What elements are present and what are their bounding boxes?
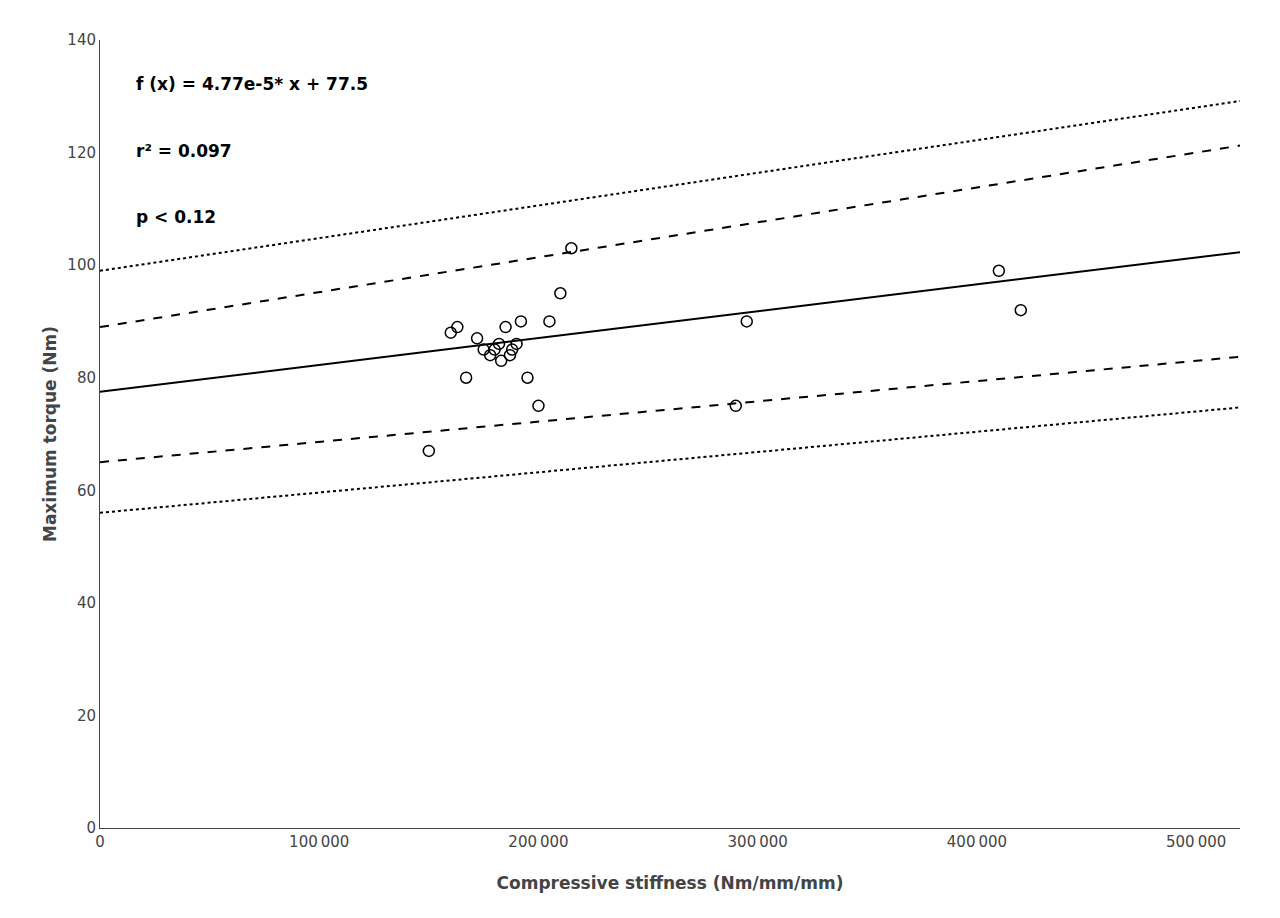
svg-text:f (x) = 4.77e-5* x + 77.5: f (x) = 4.77e-5* x + 77.5	[136, 74, 368, 94]
svg-text:p < 0.12: p < 0.12	[136, 207, 216, 227]
svg-text:0: 0	[86, 819, 96, 837]
svg-text:200 000: 200 000	[508, 833, 568, 851]
svg-text:Compressive stiffness (Nm/mm/m: Compressive stiffness (Nm/mm/mm)	[497, 873, 844, 893]
svg-text:300 000: 300 000	[728, 833, 788, 851]
svg-text:80: 80	[77, 369, 96, 387]
svg-text:20: 20	[77, 707, 96, 725]
svg-text:0: 0	[95, 833, 105, 851]
svg-text:60: 60	[77, 482, 96, 500]
svg-text:r² = 0.097: r² = 0.097	[136, 141, 232, 161]
svg-text:100 000: 100 000	[289, 833, 349, 851]
svg-text:40: 40	[77, 594, 96, 612]
svg-text:100: 100	[67, 256, 96, 274]
svg-text:120: 120	[67, 144, 96, 162]
svg-text:500 000: 500 000	[1166, 833, 1226, 851]
svg-text:Maximum torque (Nm): Maximum torque (Nm)	[40, 326, 60, 542]
svg-text:140: 140	[67, 31, 96, 49]
svg-text:400 000: 400 000	[947, 833, 1007, 851]
